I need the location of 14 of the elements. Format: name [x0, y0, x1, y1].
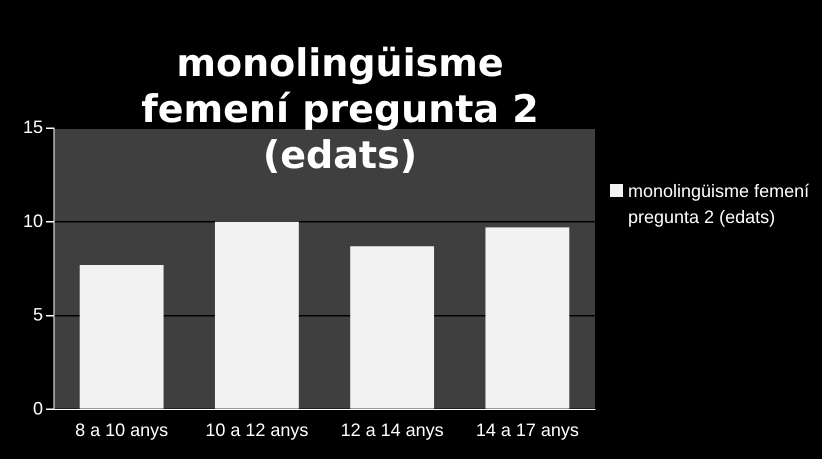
bar [485, 227, 570, 409]
legend-label: monolingüisme femení pregunta 2 (edats) [628, 180, 810, 229]
y-tick-label: 10 [22, 210, 44, 231]
y-tick-label: 5 [33, 304, 44, 325]
x-tick-label: 12 a 14 anys [340, 420, 444, 440]
x-tick-label: 8 a 10 anys [75, 420, 168, 440]
chart-title: monolingüisme femení pregunta 2 (edats) [140, 40, 540, 178]
y-tick-label: 0 [33, 398, 44, 418]
x-tick-label: 10 a 12 anys [205, 420, 308, 440]
bar [350, 246, 434, 409]
bar [214, 222, 299, 409]
bar [80, 264, 164, 409]
x-tick-label: 14 a 17 anys [476, 420, 579, 440]
y-tick-label: 15 [22, 116, 44, 137]
